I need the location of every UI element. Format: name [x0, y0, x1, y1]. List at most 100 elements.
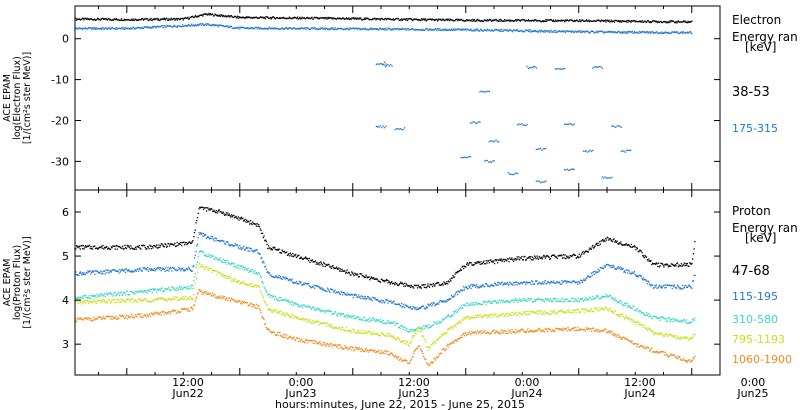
data-point — [412, 19, 414, 22]
data-point — [239, 217, 241, 219]
data-point — [250, 271, 252, 273]
data-point — [350, 294, 352, 296]
data-point — [390, 282, 392, 284]
data-point — [565, 255, 568, 257]
data-point — [307, 27, 309, 29]
data-point — [543, 300, 545, 302]
data-point — [349, 274, 351, 276]
data-point — [606, 308, 608, 311]
data-point — [148, 18, 151, 20]
data-point — [451, 28, 453, 30]
data-point — [409, 284, 411, 287]
data-point — [565, 311, 568, 313]
data-point — [228, 262, 230, 265]
data-point — [558, 311, 560, 313]
data-point — [507, 283, 509, 285]
data-point — [207, 236, 209, 238]
data-point — [443, 28, 445, 31]
data-point — [635, 20, 637, 22]
data-point — [372, 296, 374, 298]
data-point — [330, 323, 332, 326]
data-point — [206, 13, 208, 15]
data-point — [202, 266, 204, 268]
data-point — [622, 268, 624, 270]
data-point — [93, 270, 95, 272]
data-point — [113, 245, 115, 247]
data-point — [508, 284, 510, 286]
data-point — [614, 241, 616, 243]
data-point — [588, 19, 590, 21]
data-point — [269, 17, 271, 19]
data-point — [346, 292, 348, 294]
data-point — [174, 296, 177, 298]
data-point — [599, 309, 602, 311]
data-point — [467, 305, 469, 307]
data-point — [314, 27, 316, 29]
data-point — [570, 19, 573, 21]
data-point — [296, 303, 298, 306]
data-point — [188, 287, 190, 290]
data-point — [263, 286, 265, 288]
data-point — [645, 256, 647, 258]
data-point — [609, 31, 612, 33]
data-point — [151, 292, 153, 294]
data-point — [603, 20, 605, 23]
data-point — [79, 19, 81, 21]
data-point — [345, 272, 347, 274]
scatter-point — [593, 66, 595, 68]
data-point — [478, 30, 480, 32]
data-point — [342, 28, 345, 31]
data-point — [587, 275, 589, 277]
data-point — [227, 260, 229, 262]
data-point — [388, 333, 390, 335]
data-point — [602, 267, 604, 269]
data-point — [396, 17, 398, 19]
data-point — [243, 269, 245, 271]
data-point — [244, 17, 246, 20]
data-point — [278, 275, 280, 277]
data-point — [371, 300, 373, 302]
data-point — [555, 313, 557, 315]
data-point — [141, 299, 143, 301]
data-point — [385, 335, 387, 337]
data-point — [379, 318, 382, 320]
data-point — [283, 276, 285, 279]
data-point — [370, 298, 372, 300]
data-point — [319, 264, 321, 266]
data-point — [359, 295, 361, 298]
data-point — [145, 18, 148, 20]
data-point — [357, 276, 360, 278]
data-point — [376, 299, 379, 301]
data-point — [465, 318, 467, 320]
data-point — [572, 309, 574, 311]
data-point — [546, 312, 548, 314]
data-point — [124, 28, 126, 30]
data-point — [543, 255, 546, 257]
data-point — [103, 248, 105, 250]
data-point — [497, 301, 499, 304]
data-point — [97, 272, 100, 274]
series-2-4 — [74, 262, 696, 351]
data-point — [650, 31, 652, 34]
data-point — [200, 206, 202, 208]
scatter-point — [538, 180, 540, 182]
data-point — [450, 298, 452, 300]
data-point — [482, 315, 484, 317]
data-point — [346, 27, 348, 29]
data-point — [261, 257, 263, 259]
data-point — [375, 278, 377, 280]
data-point — [362, 298, 364, 300]
data-point — [548, 300, 550, 302]
data-point — [549, 258, 551, 260]
data-point — [466, 19, 468, 21]
data-point — [510, 314, 512, 317]
data-point — [193, 280, 195, 282]
data-point — [324, 17, 327, 19]
data-point — [627, 269, 630, 271]
data-point — [171, 19, 173, 21]
data-point — [436, 302, 438, 304]
data-point — [300, 18, 302, 20]
data-point — [174, 242, 176, 244]
data-point — [392, 337, 394, 339]
data-point — [375, 299, 377, 301]
